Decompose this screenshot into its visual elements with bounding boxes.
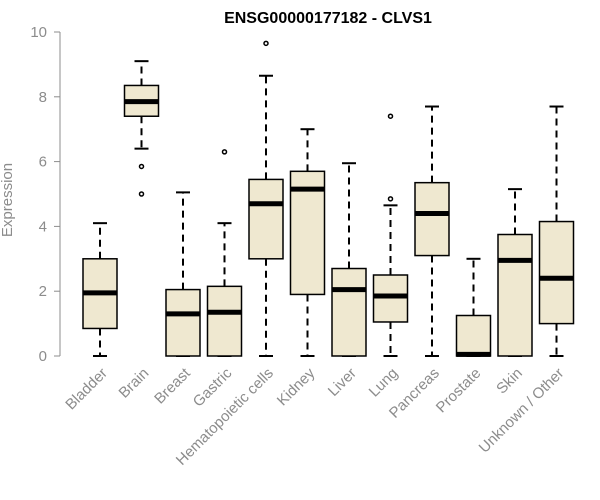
- box-skin: [497, 188, 533, 357]
- outlier-point: [263, 40, 269, 47]
- box-iqr: [455, 314, 492, 357]
- y-axis-ticks: 0 2 4 6 8 10: [30, 24, 60, 365]
- box-iqr: [165, 288, 201, 357]
- x-tick-label: Brain: [116, 365, 153, 402]
- box-hematopoietic-cells: [248, 40, 284, 357]
- x-tick-label: Bladder: [62, 365, 111, 414]
- y-tick-label: 10: [30, 24, 47, 41]
- outlier-point: [221, 149, 228, 155]
- box-prostate: [455, 257, 492, 357]
- chart-title: ENSG00000177182 - CLVS1: [224, 10, 432, 27]
- x-tick-label: Lung: [366, 365, 402, 401]
- box-iqr: [206, 285, 243, 357]
- box-iqr: [497, 233, 533, 357]
- x-tick-label: Kidney: [274, 364, 319, 409]
- box-brain: [123, 60, 160, 197]
- box-unknown-other: [538, 105, 575, 357]
- outlier-point: [138, 191, 145, 197]
- x-tick-label: Liver: [325, 365, 360, 400]
- y-tick-label: 2: [39, 283, 47, 300]
- box-iqr: [248, 178, 284, 260]
- box-series: [82, 40, 575, 357]
- box-lung: [372, 113, 409, 357]
- box-iqr: [331, 267, 367, 357]
- outlier-point: [138, 163, 145, 170]
- box-bladder: [82, 222, 118, 357]
- x-tick-label: Prostate: [433, 365, 485, 417]
- x-tick-label: Breast: [151, 364, 194, 407]
- box-iqr: [538, 220, 575, 325]
- box-iqr: [414, 181, 450, 257]
- box-pancreas: [414, 105, 450, 357]
- y-axis-label: Expression: [0, 163, 16, 237]
- box-kidney: [289, 128, 326, 357]
- box-breast: [165, 191, 201, 357]
- y-tick-label: 4: [39, 218, 47, 235]
- box-liver: [331, 162, 367, 357]
- outlier-point: [387, 196, 394, 202]
- outlier-point: [387, 113, 394, 119]
- box-iqr: [289, 170, 326, 296]
- box-gastric: [206, 149, 243, 357]
- x-tick-label: Skin: [493, 365, 526, 398]
- y-tick-label: 8: [39, 89, 47, 106]
- y-tick-label: 6: [39, 154, 47, 171]
- y-tick-label: 0: [39, 348, 47, 365]
